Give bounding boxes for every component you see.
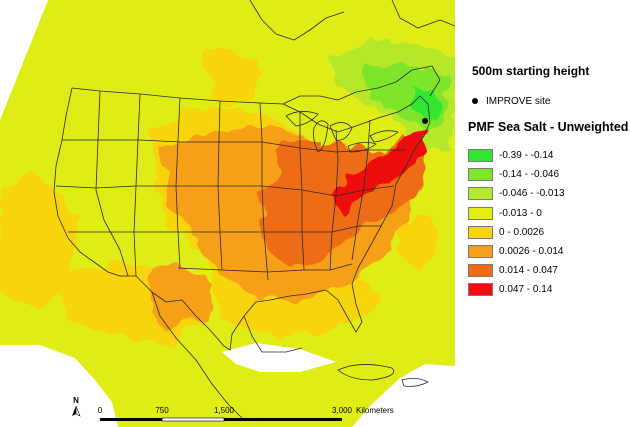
legend-class-label: 0.047 - 0.14 bbox=[499, 284, 553, 296]
map-canvas: N 0 750 1,500 3,000 Kilometers bbox=[0, 0, 455, 427]
scale-tick-0: 0 bbox=[98, 406, 103, 415]
value-surface bbox=[0, 40, 455, 340]
scale-tick-1500: 1,500 bbox=[214, 406, 235, 415]
legend-swatch bbox=[468, 245, 493, 259]
site-legend-label: IMPROVE site bbox=[486, 96, 551, 107]
class-region-yellow-west bbox=[0, 172, 78, 310]
legend-swatch bbox=[468, 149, 493, 163]
no-data-regions bbox=[0, 0, 455, 427]
boundary-lines bbox=[53, 0, 455, 421]
legend-panel: 500m starting height IMPROVE site PMF Se… bbox=[466, 0, 630, 427]
legend-title: PMF Sea Salt - Unweighted bbox=[468, 120, 629, 134]
scale-bar: 0 750 1,500 3,000 Kilometers bbox=[98, 406, 394, 422]
scale-unit: Kilometers bbox=[356, 406, 394, 415]
legend-classes: -0.39 - -0.14 -0.14 - -0.046 -0.046 - -0.0… bbox=[468, 146, 565, 300]
legend-swatch bbox=[468, 168, 493, 182]
legend-class-label: 0.0026 - 0.014 bbox=[499, 246, 564, 258]
class-region-bright-green bbox=[412, 90, 442, 122]
legend-class-row: 0.014 - 0.047 bbox=[468, 261, 565, 280]
map-panel: N 0 750 1,500 3,000 Kilometers bbox=[0, 0, 455, 427]
legend-class-label: -0.14 - -0.046 bbox=[499, 169, 560, 181]
legend-class-row: 0.0026 - 0.014 bbox=[468, 242, 565, 261]
scale-tick-3000: 3,000 bbox=[332, 406, 353, 415]
improve-site-marker bbox=[422, 118, 428, 124]
legend-swatch bbox=[468, 225, 493, 239]
legend-class-row: -0.14 - -0.046 bbox=[468, 165, 565, 184]
scale-tick-750: 750 bbox=[155, 406, 169, 415]
legend-class-row: 0 - 0.0026 bbox=[468, 223, 565, 242]
site-legend-row: IMPROVE site bbox=[472, 96, 550, 107]
legend-class-label: -0.013 - 0 bbox=[499, 207, 542, 219]
legend-class-label: 0 - 0.0026 bbox=[499, 226, 545, 238]
legend-swatch bbox=[468, 264, 493, 278]
legend-class-label: 0.014 - 0.047 bbox=[499, 265, 558, 277]
north-arrow: N bbox=[72, 396, 81, 417]
site-dot-icon bbox=[472, 98, 478, 105]
legend-swatch bbox=[468, 283, 493, 297]
legend-class-row: -0.013 - 0 bbox=[468, 204, 565, 223]
starting-height-label: 500m starting height bbox=[472, 64, 590, 78]
north-arrow-label: N bbox=[73, 396, 79, 405]
class-region-light-orange-tx bbox=[146, 262, 212, 330]
us-outline bbox=[53, 87, 431, 351]
class-region-yellow-ocean bbox=[398, 218, 440, 270]
legend-class-row: -0.39 - -0.14 bbox=[468, 146, 565, 165]
legend-class-row: 0.047 - 0.14 bbox=[468, 280, 565, 299]
legend-swatch bbox=[468, 206, 493, 220]
legend-class-label: -0.046 - -0.013 bbox=[499, 188, 565, 200]
legend-class-row: -0.046 - -0.013 bbox=[468, 184, 565, 203]
legend-class-label: -0.39 - -0.14 bbox=[499, 150, 554, 162]
legend-swatch bbox=[468, 187, 493, 201]
class-region-yellow-north bbox=[204, 48, 258, 108]
